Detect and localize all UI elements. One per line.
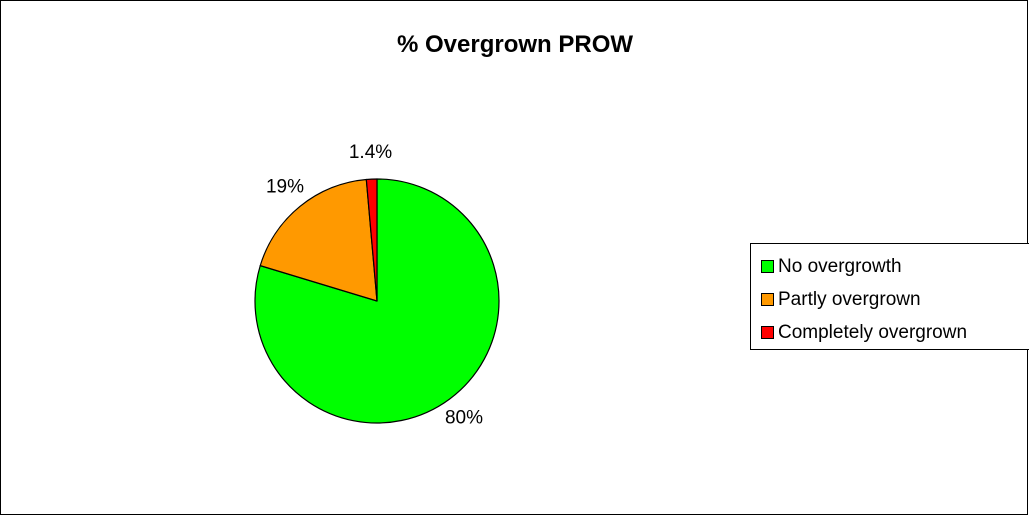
pie-slice-partly-overgrown	[259, 178, 378, 302]
data-label-completely-overgrown: 1.4%	[349, 142, 392, 163]
data-label-no-overgrowth: 80%	[445, 407, 483, 428]
legend-label-completely-overgrown: Completely overgrown	[778, 321, 968, 343]
legend-swatch-no-overgrowth	[761, 260, 774, 273]
legend-label-no-overgrowth: No overgrowth	[778, 255, 902, 277]
pie-slice-completely-overgrown	[365, 178, 378, 302]
legend-item-no-overgrowth: No overgrowth	[751, 250, 1029, 283]
legend-swatch-completely-overgrown	[761, 326, 774, 339]
legend-item-completely-overgrown: Completely overgrown	[751, 316, 1029, 349]
data-label-partly-overgrown: 19%	[266, 177, 304, 198]
chart-title: % Overgrown PROW	[396, 31, 634, 58]
legend: No overgrowth Partly overgrown Completel…	[750, 243, 1029, 350]
legend-item-partly-overgrown: Partly overgrown	[751, 283, 1029, 316]
legend-label-partly-overgrown: Partly overgrown	[778, 288, 921, 310]
legend-swatch-partly-overgrown	[761, 293, 774, 306]
